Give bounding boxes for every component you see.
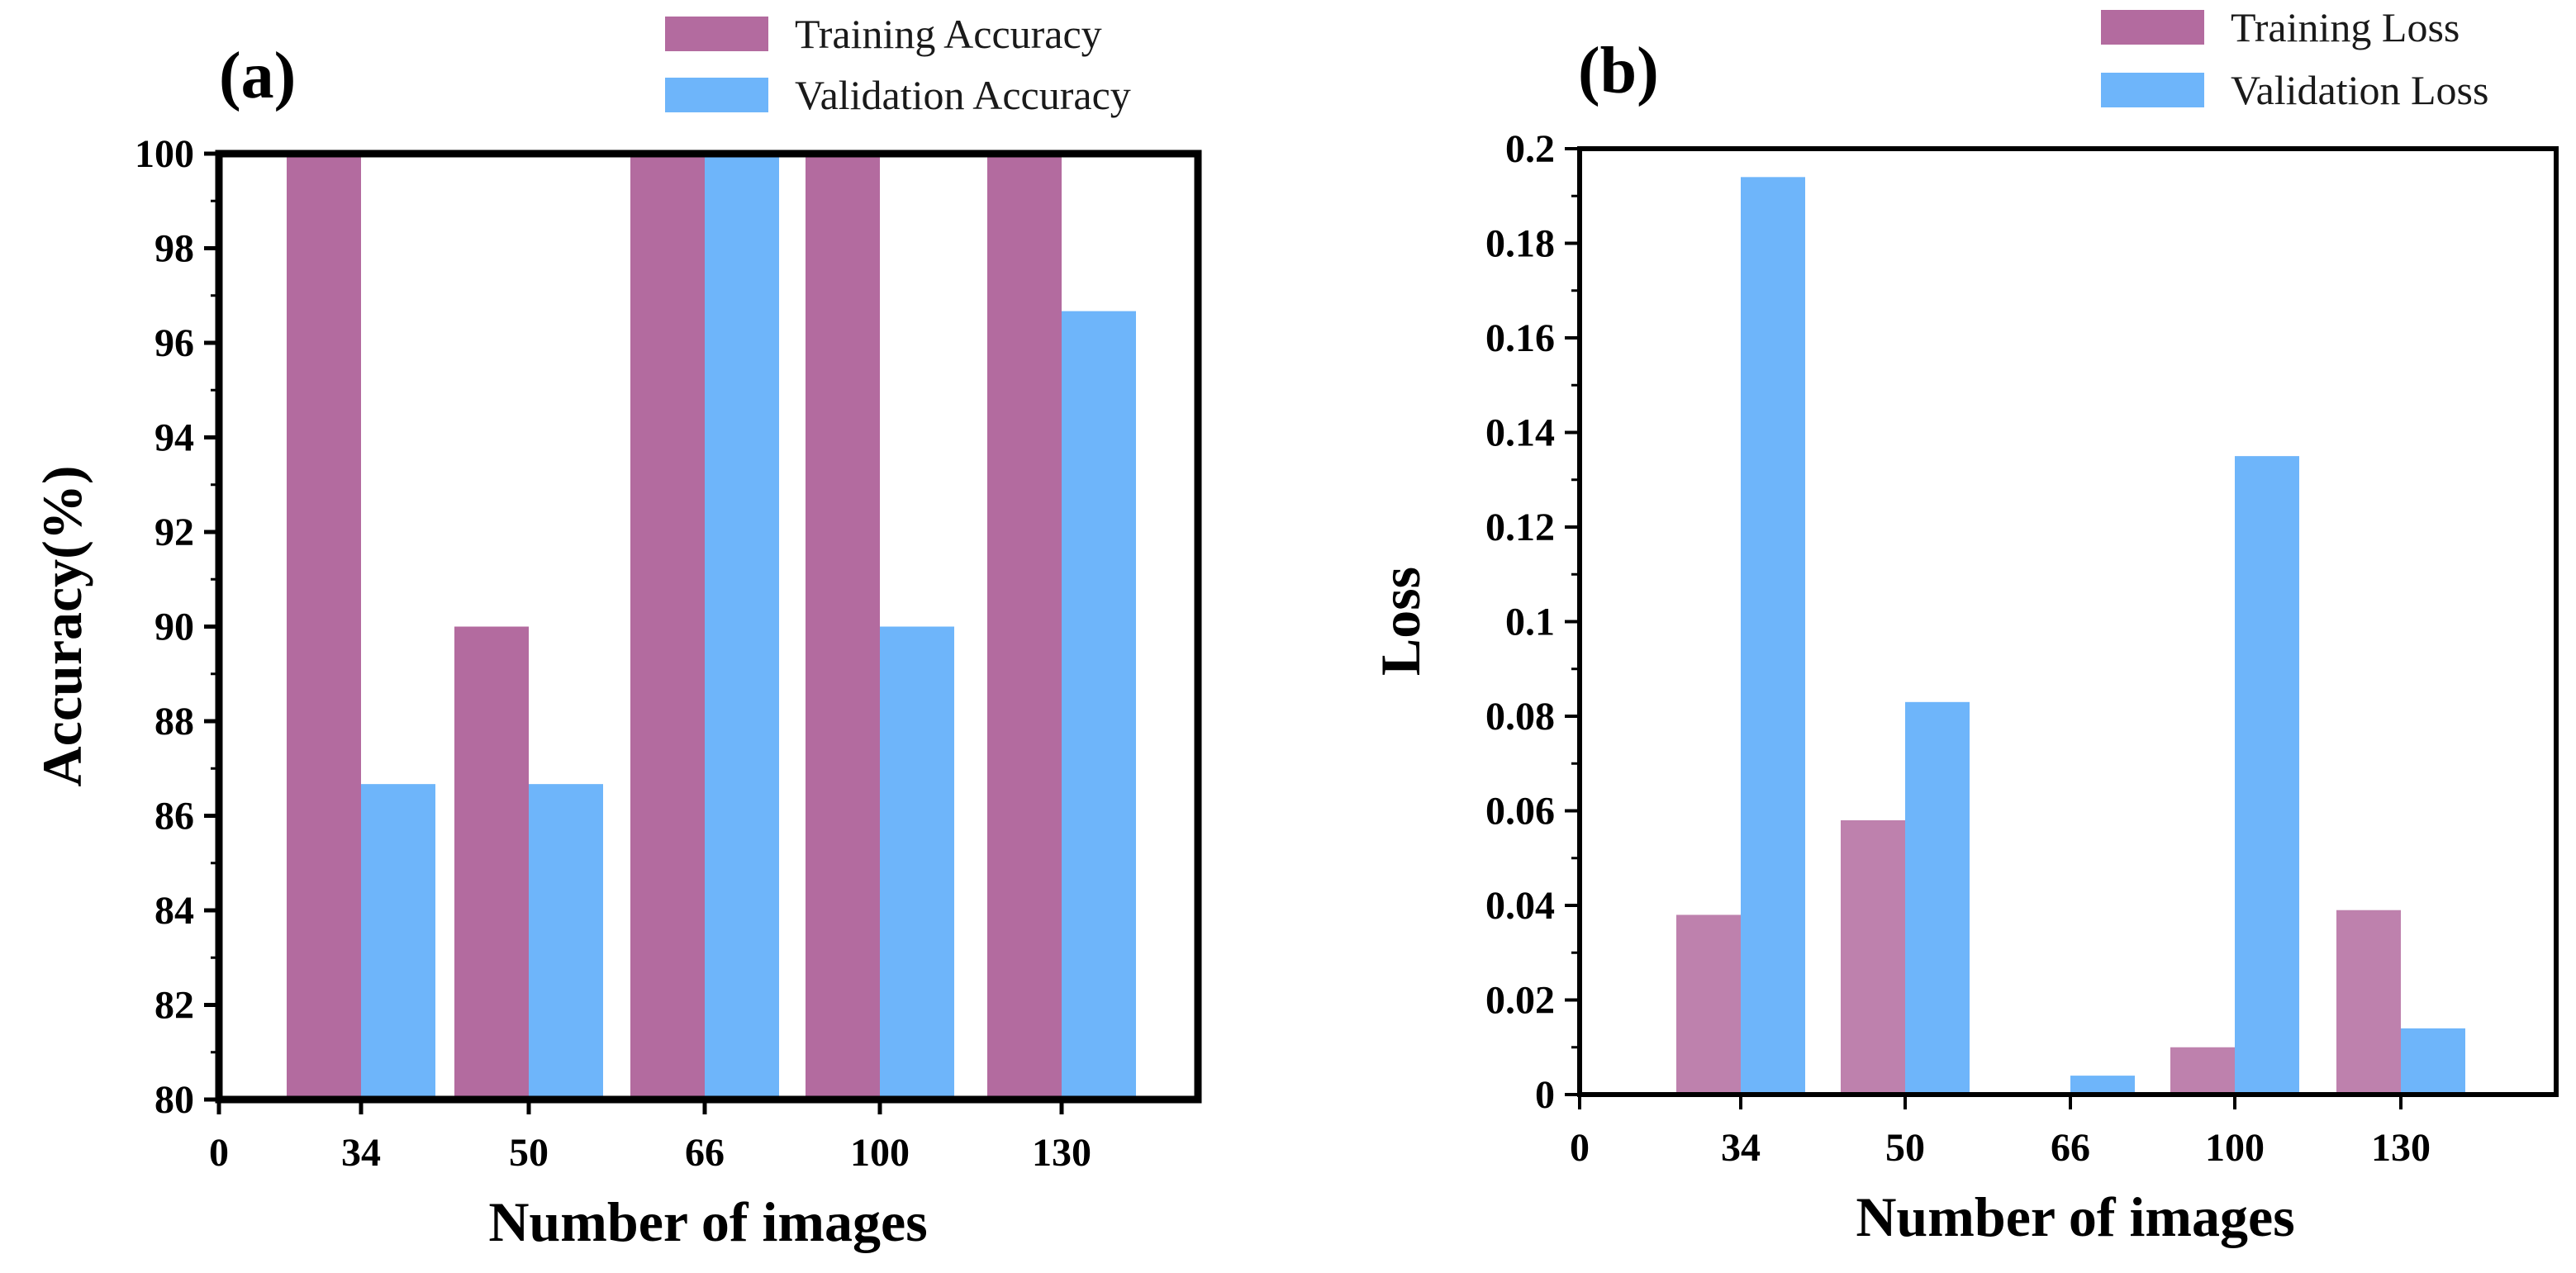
y-tick-label: 0.04	[1485, 884, 1555, 928]
x-tick-label: 50	[1885, 1126, 1925, 1170]
legend-swatch-validation-accuracy	[665, 78, 768, 112]
legend-label-validation-accuracy: Validation Accuracy	[795, 72, 1131, 118]
y-tick-label: 0.14	[1485, 411, 1555, 455]
bar-training-accuracy-50	[454, 626, 529, 1100]
y-tick-label: 0.18	[1485, 222, 1555, 266]
bar-training-loss-130	[2336, 910, 2401, 1095]
panel-b: (b) Training Loss Validation Loss 00.020…	[1369, 4, 2559, 1248]
y-tick-label: 0.1	[1505, 601, 1555, 644]
legend-swatch-training-accuracy	[665, 17, 768, 51]
bar-validation-loss-66	[2070, 1076, 2135, 1095]
x-tick-label: 0	[209, 1131, 229, 1175]
legend-swatch-training-loss	[2101, 10, 2204, 45]
y-tick-label: 0.06	[1485, 790, 1555, 834]
y-axis-b: 0 0.02 0.04 0.06 0.08 0.1 0.12 0.14 0.16 0.18 0.2	[1485, 127, 1580, 1117]
y-axis-title-b: Loss	[1369, 567, 1432, 676]
y-axis-a: 80 82 84 86 88 90 92 94 96 98 100	[135, 132, 219, 1122]
bar-validation-accuracy-34	[361, 784, 435, 1100]
x-tick-label: 34	[1721, 1126, 1761, 1170]
x-tick-label: 66	[685, 1131, 725, 1175]
bar-validation-loss-34	[1741, 177, 1805, 1095]
bar-training-accuracy-66	[630, 154, 705, 1100]
x-axis-title-b: Number of images	[1856, 1185, 2294, 1248]
bar-validation-loss-130	[2401, 1028, 2465, 1095]
x-tick-label: 66	[2051, 1126, 2090, 1170]
x-axis-a: 0 34 50 66 100 130	[209, 1100, 1091, 1175]
y-tick-label: 90	[154, 606, 194, 649]
legend-label-training-loss: Training Loss	[2231, 4, 2460, 50]
y-tick-label: 80	[154, 1078, 194, 1122]
bar-training-loss-100	[2170, 1047, 2235, 1095]
bar-training-loss-50	[1841, 819, 1905, 1095]
bar-validation-loss-50	[1905, 701, 1970, 1095]
x-tick-label: 0	[1570, 1126, 1590, 1170]
x-tick-label: 130	[1032, 1131, 1091, 1175]
bar-validation-accuracy-50	[529, 784, 603, 1100]
bars-a	[287, 154, 1136, 1100]
y-tick-label: 86	[154, 795, 194, 838]
y-axis-title-a: Accuracy(%)	[31, 466, 93, 787]
bar-training-accuracy-130	[987, 154, 1062, 1100]
y-tick-label: 92	[154, 511, 194, 554]
x-tick-label: 100	[2205, 1126, 2265, 1170]
y-tick-label: 82	[154, 984, 194, 1028]
bar-validation-accuracy-130	[1062, 311, 1136, 1100]
legend-label-training-accuracy: Training Accuracy	[795, 11, 1102, 57]
x-axis-title-a: Number of images	[488, 1190, 927, 1253]
y-tick-label: 0.12	[1485, 506, 1555, 549]
y-tick-label: 0	[1535, 1073, 1555, 1117]
x-tick-label: 130	[2371, 1126, 2431, 1170]
y-tick-label: 84	[154, 889, 194, 933]
legend-b: Training Loss Validation Loss	[2101, 4, 2488, 113]
panel-a-label: (a)	[219, 40, 296, 112]
panel-a: (a) Training Accuracy Validation Accurac…	[31, 11, 1202, 1253]
y-tick-label: 100	[135, 132, 194, 176]
x-tick-label: 100	[850, 1131, 910, 1175]
y-tick-label: 0.02	[1485, 979, 1555, 1023]
y-tick-label: 98	[154, 227, 194, 271]
y-tick-label: 94	[154, 416, 194, 460]
bar-validation-accuracy-100	[880, 626, 954, 1100]
bar-training-accuracy-100	[806, 154, 880, 1100]
y-tick-label: 0.2	[1505, 127, 1555, 171]
y-tick-label: 0.16	[1485, 316, 1555, 360]
y-tick-label: 0.08	[1485, 695, 1555, 739]
legend-label-validation-loss: Validation Loss	[2231, 67, 2488, 113]
x-tick-label: 34	[341, 1131, 381, 1175]
panel-b-label: (b)	[1578, 35, 1659, 107]
bar-training-loss-34	[1676, 914, 1741, 1095]
y-tick-label: 96	[154, 321, 194, 365]
x-axis-b: 0 34 50 66 100 130	[1570, 1095, 2431, 1170]
x-tick-label: 50	[509, 1131, 549, 1175]
legend-a: Training Accuracy Validation Accuracy	[665, 11, 1131, 118]
bar-training-accuracy-34	[287, 154, 361, 1100]
bars-b	[1676, 177, 2465, 1095]
legend-swatch-validation-loss	[2101, 73, 2204, 107]
bar-validation-loss-100	[2235, 456, 2299, 1095]
y-tick-label: 88	[154, 700, 194, 743]
bar-validation-accuracy-66	[705, 154, 779, 1100]
